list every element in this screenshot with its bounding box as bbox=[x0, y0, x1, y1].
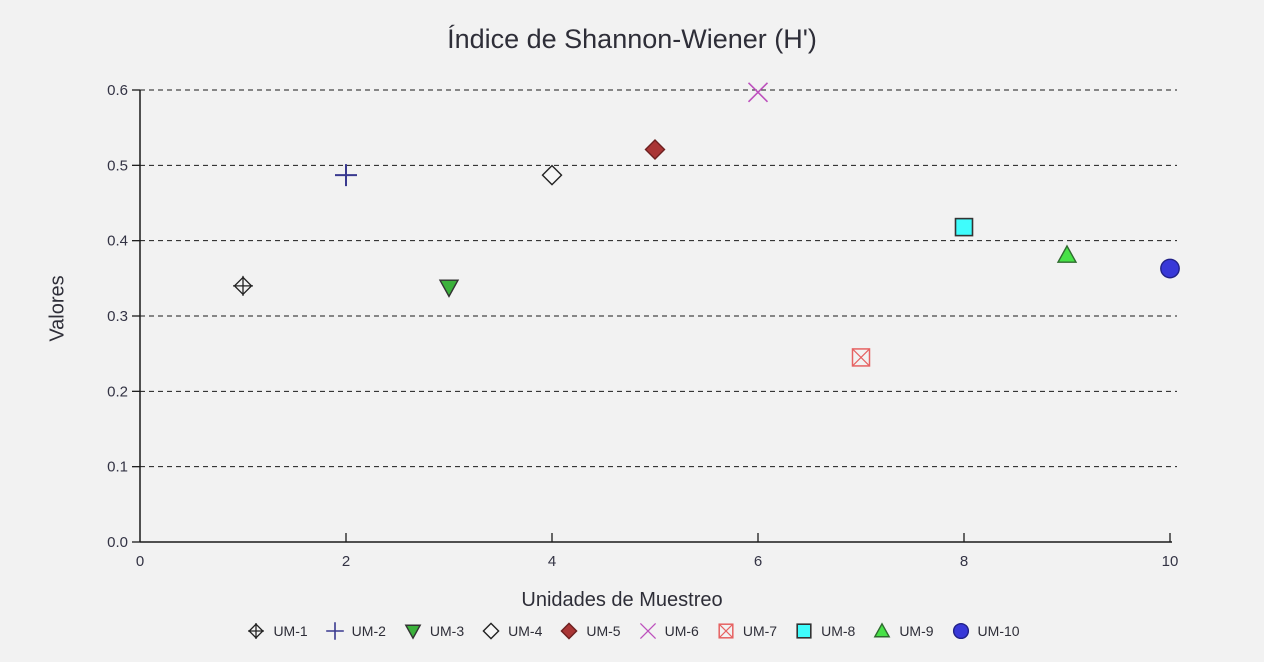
data-point-um-8 bbox=[954, 217, 974, 237]
diamond-plus-icon bbox=[248, 623, 265, 639]
legend-label: UM-6 bbox=[664, 623, 699, 639]
legend-item: UM-8 bbox=[792, 621, 855, 641]
legend-item: UM-7 bbox=[714, 621, 777, 641]
square-icon bbox=[796, 623, 812, 639]
legend-label: UM-9 bbox=[899, 623, 934, 639]
legend-label: UM-1 bbox=[273, 623, 308, 639]
circle-icon bbox=[952, 622, 969, 640]
data-point-um-1 bbox=[233, 275, 253, 296]
y-tick-label: 0.2 bbox=[107, 383, 128, 400]
x-tick-label: 0 bbox=[136, 553, 144, 570]
x-icon bbox=[639, 622, 656, 640]
data-points bbox=[233, 82, 1180, 367]
y-tick-label: 0.3 bbox=[107, 308, 128, 325]
plus-icon bbox=[325, 622, 344, 640]
y-tick-label: 0.4 bbox=[107, 233, 128, 250]
y-tick-label: 0.1 bbox=[107, 459, 128, 476]
data-point-um-9 bbox=[1056, 244, 1078, 263]
legend-item: UM-3 bbox=[401, 621, 464, 641]
data-point-um-5 bbox=[644, 139, 666, 161]
gridlines bbox=[140, 89, 1177, 468]
x-tick-label: 6 bbox=[754, 553, 762, 570]
legend-label: UM-7 bbox=[742, 623, 778, 639]
legend-item: UM-5 bbox=[557, 621, 621, 641]
x-tick-label: 4 bbox=[548, 553, 556, 570]
legend-item: UM-4 bbox=[479, 621, 542, 641]
data-point-um-3 bbox=[438, 279, 460, 298]
data-point-um-7 bbox=[851, 348, 871, 367]
legend-label: UM-5 bbox=[586, 623, 621, 639]
legend-label: UM-3 bbox=[429, 623, 465, 639]
legend-item: UM-9 bbox=[870, 621, 934, 641]
y-tick-label: 0.5 bbox=[107, 157, 128, 174]
legend-label: UM-4 bbox=[508, 623, 543, 639]
legend-item: UM-10 bbox=[949, 621, 1020, 641]
y-tick-label: 0.0 bbox=[107, 534, 128, 551]
triangle-down-icon bbox=[404, 624, 422, 640]
chart-title: Índice de Shannon-Wiener (H') bbox=[447, 24, 817, 54]
diamond-icon bbox=[482, 622, 500, 640]
legend-label: UM-2 bbox=[351, 623, 386, 639]
legend: UM-1 UM-2 UM-3 UM-4 UM-5 UM-6 UM-7 UM-8 UM-9 UM-1… bbox=[0, 617, 1264, 645]
x-tick-label: 2 bbox=[342, 553, 350, 570]
x-axis-title: Unidades de Muestreo bbox=[521, 589, 723, 611]
data-point-um-4 bbox=[541, 164, 563, 186]
data-point-um-2 bbox=[335, 164, 357, 187]
x-tick-label: 10 bbox=[1162, 553, 1179, 570]
data-point-um-10 bbox=[1160, 258, 1180, 279]
legend-item: UM-1 bbox=[244, 621, 308, 641]
legend-label: UM-8 bbox=[821, 623, 856, 639]
triangle-up-icon bbox=[873, 622, 891, 638]
x-tick-label: 8 bbox=[960, 553, 968, 570]
legend-item: UM-2 bbox=[323, 621, 386, 641]
legend-item: UM-6 bbox=[636, 621, 699, 641]
x-axis-ticks: 0 2 4 6 8 10 bbox=[136, 533, 1179, 570]
y-tick-label: 0.6 bbox=[107, 82, 128, 99]
square-x-icon bbox=[718, 623, 734, 639]
data-point-um-6 bbox=[747, 82, 769, 103]
diamond-icon bbox=[560, 622, 578, 640]
y-axis-ticks: 0.0 0.1 0.2 0.3 0.4 0.5 0.6 bbox=[107, 82, 140, 551]
legend-label: UM-10 bbox=[977, 623, 1020, 639]
